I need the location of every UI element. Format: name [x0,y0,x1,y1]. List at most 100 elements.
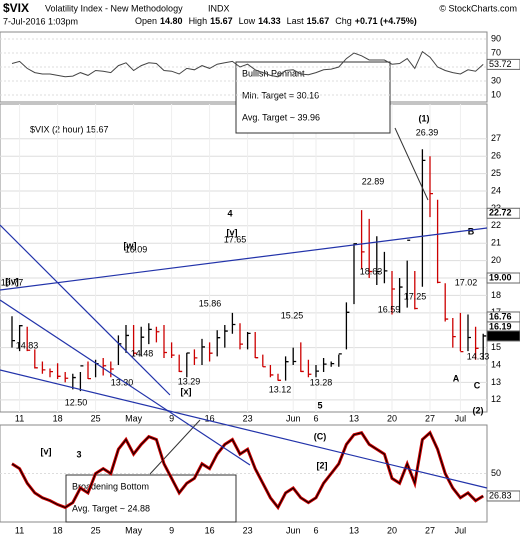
y-tick-label: 26 [491,151,501,161]
y-tick-label: 20 [491,255,501,265]
callout-box [65,474,237,523]
ohlc-bar [330,361,335,367]
ohlc-bar [155,326,160,343]
x-tick-label: 6 [313,413,318,423]
ohlc-bar [300,342,304,373]
price-label: 13.30 [111,377,134,387]
rsi-line [11,50,484,78]
x-tick-label: 16 [205,525,215,535]
wave-label: C [474,380,481,390]
ohlc-bar [102,358,107,376]
osc-panel [0,424,488,523]
badge-label: 15.67 [489,330,512,340]
ohlc-bar [178,354,183,373]
x-tick-label: 6 [313,525,318,535]
ohlc-bar [414,271,418,310]
y-tick-label: 30 [491,75,501,85]
ohlc-bar [34,349,38,369]
callout-text: Broadening Bottom [72,481,149,491]
price-label: 15.86 [199,298,222,308]
x-tick-label: Jul [455,525,467,535]
wave-label: [v] [41,446,52,456]
quote-value: 14.33 [258,16,281,26]
ohlc-bar [277,373,281,381]
badge-label: 26.83 [489,490,512,500]
y-tick-label: 24 [491,185,501,195]
y-tick-label: 27 [491,133,501,143]
price-badge [486,330,520,342]
badge-label: 16.76 [489,311,512,321]
ohlc-bar [246,331,251,350]
ohlc-bar [345,302,350,350]
ohlc-bar [186,352,190,378]
ohlc-bar [170,342,175,359]
quote-label: Low [239,16,256,26]
price-badge [486,272,520,284]
ohlc-bar [383,251,388,284]
wave-label: (2) [473,405,484,415]
osc-line [11,431,484,509]
price-legend: $VIX (2 hour) 15.67 [30,124,109,134]
ohlc-bar [201,338,205,366]
value-badge [486,490,520,502]
quote-label: Open [135,16,157,26]
ohlc-bar [353,243,357,305]
wave-label: (1) [419,113,430,123]
price-label: 14.83 [16,340,39,350]
x-tick-label: Jun [286,413,301,423]
x-tick-label: 27 [425,413,435,423]
value-badge [486,58,520,70]
exchange: INDX [208,3,230,13]
ohlc-bar [452,318,456,348]
ohlc-bar [360,210,365,270]
badge-label: 53.72 [489,59,512,69]
x-tick-label: 18 [53,525,63,535]
datetime: 7-Jul-2016 1:03pm [3,16,78,26]
x-tick-label: 9 [169,525,174,535]
price-label: 14.48 [131,348,154,358]
wave-label: B [468,226,475,236]
price-label: 16.09 [125,244,148,254]
ohlc-bar [125,324,129,353]
x-tick-label: 11 [15,413,24,423]
y-tick-label: 15 [491,342,501,352]
callout-text: Avg. Target ~ 39.96 [242,112,320,122]
ohlc-bar [467,314,471,352]
wave-label: [2] [317,460,328,470]
copyright: © StockCharts.com [439,3,517,13]
y-tick-label: 22 [491,220,501,230]
y-tick-label: 14 [491,359,501,369]
price-label: 12.50 [65,397,88,407]
price-badge [486,207,520,219]
price-label: 16.59 [378,304,401,314]
x-tick-label: 25 [91,413,101,423]
price-label: 14.33 [467,351,490,361]
quote-value: 15.67 [307,16,330,26]
ohlc-bar [284,356,289,381]
y-tick-label: 70 [491,47,501,57]
ohlc-bar [444,283,449,322]
ohlc-bar [482,333,487,360]
price-label: 13.28 [310,377,333,387]
ohlc-bar [132,324,137,357]
price-label: 17.65 [224,234,247,244]
wave-label: 5 [317,400,322,410]
x-tick-label: 16 [205,413,215,423]
x-tick-label: 13 [349,413,359,423]
trend-line [0,224,171,396]
ohlc-bar [140,326,145,357]
y-tick-label: 90 [491,33,501,43]
x-tick-label: 13 [349,525,359,535]
wave-label: A [453,373,460,383]
quote-value: 14.80 [160,16,183,26]
wave-label: [x] [181,386,192,396]
quote-value: +0.71 (+4.75%) [355,16,417,26]
x-tick-label: 9 [169,413,174,423]
ohlc-bar [269,365,274,378]
ohlc-bar [41,361,46,374]
y-tick-label: 10 [491,89,501,99]
x-tick-label: Jul [455,413,467,423]
ohlc-bar [368,218,373,279]
ohlc-bar [216,330,221,357]
quote-value: 15.67 [210,16,233,26]
